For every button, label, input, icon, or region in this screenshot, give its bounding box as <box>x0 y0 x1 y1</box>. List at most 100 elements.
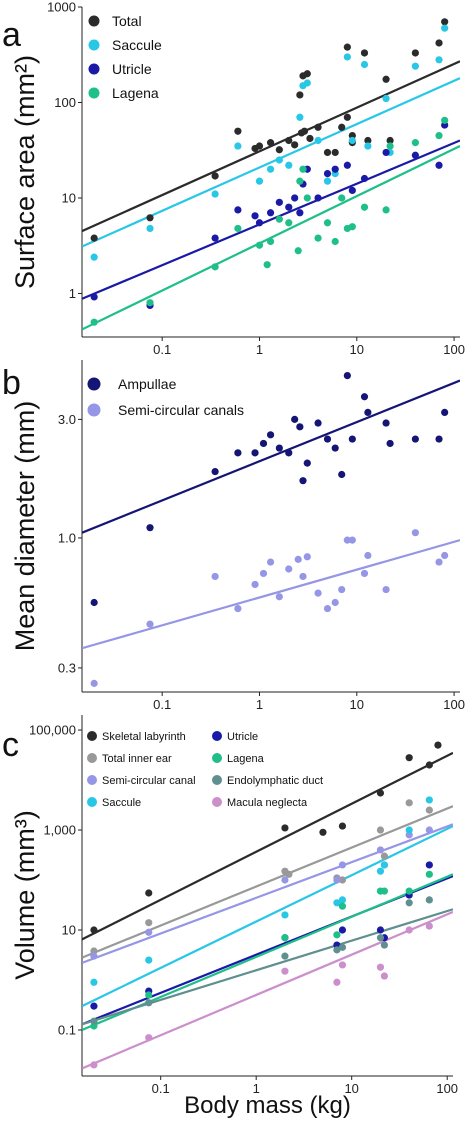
x-tick-label: 100 <box>436 1081 458 1096</box>
data-point <box>331 148 339 157</box>
x-tick-label: 10 <box>350 342 364 357</box>
regression-line <box>82 139 460 300</box>
data-point <box>211 190 219 198</box>
y-tick-label: 3.0 <box>58 412 76 427</box>
data-point <box>405 754 413 762</box>
data-point <box>360 569 369 578</box>
data-point <box>331 237 339 246</box>
data-point <box>211 467 219 476</box>
data-point <box>299 572 307 581</box>
x-tick-label: 1 <box>253 1081 260 1096</box>
data-point <box>435 558 443 566</box>
data-point <box>296 209 304 217</box>
data-point <box>275 593 283 601</box>
data-point <box>314 194 322 202</box>
legend-swatch <box>87 775 97 785</box>
data-point <box>360 393 369 401</box>
y-axis-label: Volume (mm³) <box>10 810 40 980</box>
y-tick-label: 1.0 <box>58 530 76 545</box>
data-point <box>266 558 275 566</box>
data-point <box>294 555 302 563</box>
series-ampullae <box>82 379 460 534</box>
y-tick-label: 1,000 <box>43 823 76 838</box>
x-tick-label: 0.1 <box>153 697 171 712</box>
data-point <box>296 423 304 431</box>
x-tick-label: 100 <box>443 697 465 712</box>
points-semi-circular-canals <box>90 529 449 687</box>
data-point <box>281 911 289 919</box>
legend-swatch <box>88 87 100 99</box>
data-point <box>146 299 154 307</box>
data-point <box>211 572 219 581</box>
data-point <box>343 536 351 544</box>
data-point <box>323 170 332 178</box>
data-point <box>338 896 347 904</box>
legend-label: Skeletal labyrinth <box>102 731 186 743</box>
data-point <box>376 846 385 854</box>
data-point <box>323 435 332 443</box>
data-point <box>90 952 98 960</box>
data-point <box>382 585 390 594</box>
data-point <box>405 887 413 895</box>
data-point <box>259 569 268 578</box>
data-point <box>360 60 369 69</box>
data-point <box>296 177 304 185</box>
data-point <box>90 1002 98 1010</box>
legend-swatch <box>212 797 222 807</box>
data-point <box>425 870 433 878</box>
data-point <box>285 870 293 878</box>
legend-label: Utricle <box>227 731 258 743</box>
data-point <box>299 165 307 173</box>
x-tick-label: 100 <box>443 342 465 357</box>
data-point <box>296 113 304 121</box>
data-point <box>411 529 419 537</box>
points-skeletal-labyrinth <box>90 741 442 934</box>
data-point <box>411 62 419 70</box>
data-point <box>411 49 419 57</box>
data-point <box>146 524 154 532</box>
data-point <box>364 142 372 150</box>
data-point <box>266 165 275 173</box>
data-point <box>333 931 341 939</box>
data-point <box>405 826 413 834</box>
panel-letter: c <box>2 726 19 764</box>
data-point <box>333 899 341 907</box>
data-point <box>319 828 327 836</box>
data-point <box>441 551 449 560</box>
data-point <box>376 926 385 934</box>
data-point <box>90 293 98 301</box>
data-point <box>299 477 307 485</box>
data-point <box>338 194 346 202</box>
legend-swatch <box>212 753 222 763</box>
x-tick-label: 0.1 <box>153 342 171 357</box>
points-lagena <box>90 116 449 326</box>
data-point <box>90 978 98 986</box>
data-point <box>281 876 289 884</box>
points-utricle <box>90 121 449 309</box>
data-point <box>234 604 242 613</box>
legend: Ampullae Semi-circular canals <box>87 376 244 418</box>
data-point <box>338 585 346 594</box>
data-point <box>281 934 289 942</box>
data-point <box>435 435 443 443</box>
data-point <box>380 941 389 949</box>
data-point <box>376 867 385 875</box>
data-point <box>331 165 339 173</box>
data-point <box>234 224 242 233</box>
data-point <box>234 449 242 457</box>
data-point <box>348 435 356 443</box>
data-point <box>303 553 311 561</box>
data-point <box>211 263 219 271</box>
data-point <box>338 822 347 830</box>
data-point <box>251 580 259 589</box>
regression-line <box>82 805 453 959</box>
y-tick-label: 10 <box>62 922 76 937</box>
data-point <box>425 861 433 869</box>
legend: Total Saccule Utricle Lagena <box>88 13 162 101</box>
data-point <box>275 156 283 164</box>
x-axis-label: Body mass (kg) <box>184 1092 351 1119</box>
data-point <box>382 94 390 103</box>
legend-label: Endolymphatic duct <box>227 775 323 787</box>
data-point <box>275 198 283 206</box>
regression-line <box>82 825 453 1008</box>
